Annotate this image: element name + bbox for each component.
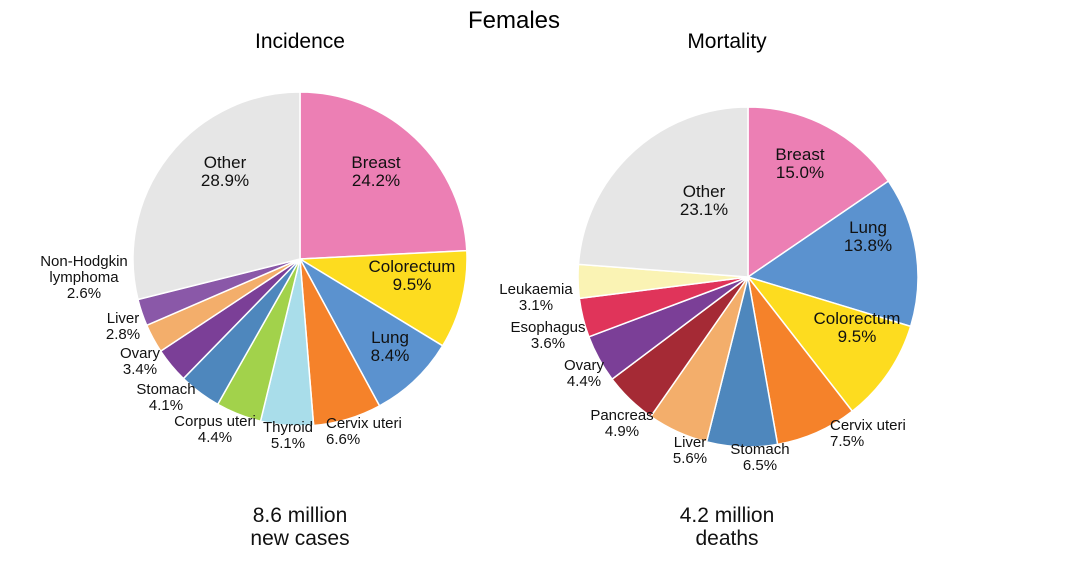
mortality-title: Mortality — [687, 30, 767, 53]
incidence-labels: Breast 24.2% Colorectum 9.5% Lung 8.4% Cervix … — [40, 153, 455, 452]
label-cervix-uteri: Cervix uteri 7.5% — [830, 417, 906, 450]
slice-colorectum — [745, 275, 912, 413]
incidence-total-amount: 8.6 million — [253, 504, 348, 527]
slice-colorectum — [297, 249, 468, 347]
incidence-title: Incidence — [255, 30, 345, 53]
mortality-chart: Mortality Breast 15.0% Lung 13.8% Colorectum… — [499, 30, 919, 550]
label-corpus-uteri: Corpus uteri 4.4% — [174, 413, 256, 446]
label-stomach: Stomach 6.5% — [730, 441, 789, 474]
figure-title: Females — [468, 7, 560, 34]
slice-lung — [746, 180, 919, 328]
label-cervix-uteri: Cervix uteri 6.6% — [326, 415, 402, 448]
mortality-total-amount: 4.2 million — [680, 504, 775, 527]
slice-breast — [299, 91, 468, 260]
mortality-labels: Breast 15.0% Lung 13.8% Colorectum 9.5% Cervix… — [499, 145, 906, 474]
mortality-total-unit: deaths — [695, 527, 758, 550]
label-esophagus: Esophagus 3.6% — [510, 319, 585, 352]
label-non-hodgkin-lymphoma: Non-Hodgkin lymphoma 2.6% — [40, 253, 128, 302]
incidence-chart: Incidence Breast 24.2% Colorectum 9.5% Lung 8… — [40, 30, 468, 550]
label-lung: Lung 13.8% — [844, 218, 892, 255]
label-liver: Liver 2.8% — [106, 310, 140, 343]
label-thyroid: Thyroid 5.1% — [263, 419, 313, 452]
label-other: Other 23.1% — [680, 182, 728, 219]
label-lung: Lung 8.4% — [371, 328, 410, 365]
incidence-total-unit: new cases — [250, 527, 349, 550]
label-ovary: Ovary 4.4% — [564, 357, 605, 390]
label-leukaemia: Leukaemia 3.1% — [499, 281, 573, 314]
label-other: Other 28.9% — [201, 153, 249, 190]
slice-breast — [747, 106, 890, 279]
mortality-slices — [577, 106, 919, 448]
label-colorectum: Colorectum 9.5% — [369, 257, 456, 294]
label-liver: Liver 5.6% — [673, 434, 707, 467]
slice-other — [132, 91, 301, 301]
label-colorectum: Colorectum 9.5% — [814, 309, 901, 346]
label-breast: Breast 24.2% — [351, 153, 400, 190]
slice-lung — [298, 256, 444, 407]
incidence-slices — [132, 91, 468, 427]
label-pancreas: Pancreas 4.9% — [590, 407, 653, 440]
slice-other — [577, 106, 749, 278]
label-stomach: Stomach 4.1% — [136, 381, 195, 414]
label-breast: Breast 15.0% — [775, 145, 824, 182]
label-ovary: Ovary 3.4% — [120, 345, 161, 378]
